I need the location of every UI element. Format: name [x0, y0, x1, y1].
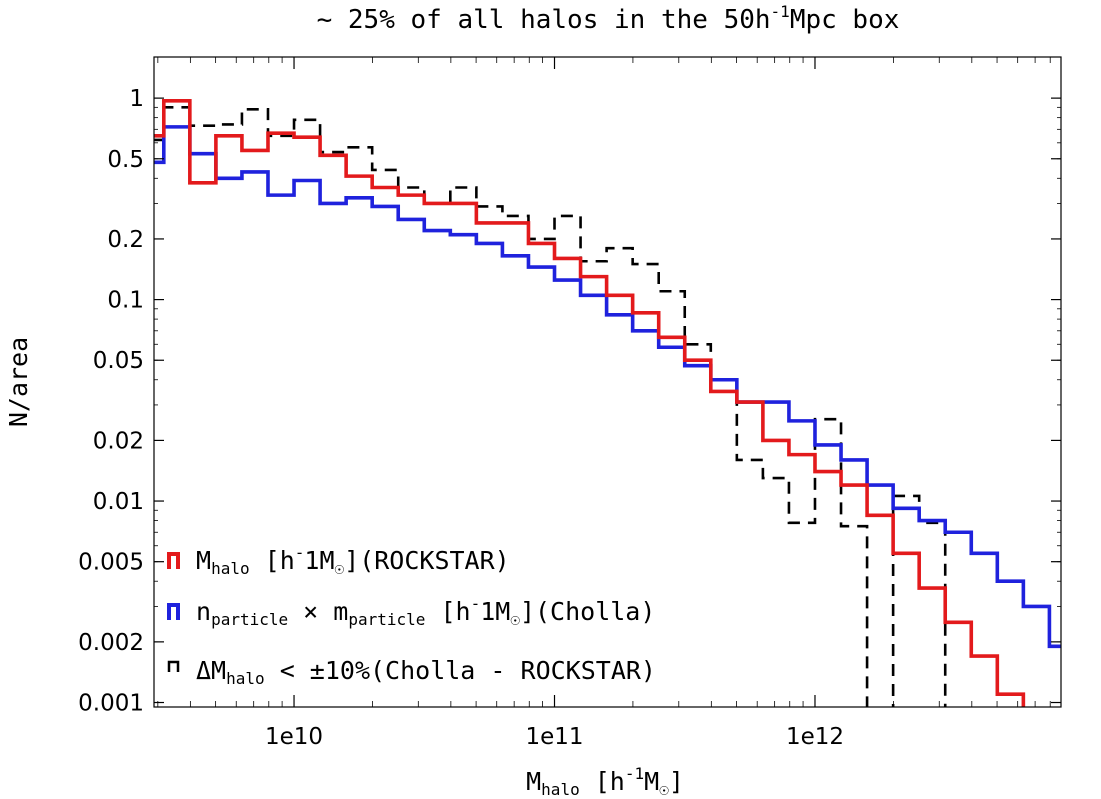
legend-rockstar-rest: [h — [250, 546, 295, 575]
plot-frame — [153, 56, 1062, 708]
legend-cholla-sup: - — [471, 594, 481, 613]
svg-text:Mhalo [h-1M☉](ROCKSTAR): Mhalo [h-1M☉](ROCKSTAR) — [196, 543, 510, 578]
y-tick-label-7: 0.005 — [78, 550, 144, 576]
legend-entry-cholla: nparticle × mparticle [h-1M☉](Cholla) — [167, 594, 655, 629]
legend-rockstar-sub: halo — [211, 559, 250, 578]
y-tick-label-1: 0.5 — [107, 147, 144, 173]
y-tick-label-5: 0.02 — [93, 428, 144, 454]
x-tick-label-1: 1e11 — [525, 724, 583, 750]
legend-swatch-delta — [167, 660, 180, 672]
x-axis-label-unit: M — [644, 767, 659, 796]
legend: Mhalo [h-1M☉](ROCKSTAR) nparticle × mpar… — [167, 543, 656, 688]
y-tick-label-4: 0.05 — [93, 348, 144, 374]
x-tick-label-2: 1e12 — [786, 724, 844, 750]
legend-cholla-rest2: [h — [425, 597, 470, 626]
y-tick-label-2: 0.2 — [107, 227, 144, 253]
legend-swatch-rockstar — [167, 552, 180, 569]
legend-rockstar-unit-sub: ☉ — [335, 559, 345, 578]
y-tick-label-8: 0.002 — [78, 630, 144, 656]
y-tick-label-6: 0.01 — [93, 489, 144, 515]
svg-text:ΔMhalo < ±10%(Cholla - ROCKSTA: ΔMhalo < ±10%(Cholla - ROCKSTAR) — [196, 656, 656, 688]
x-axis-label-sub: halo — [541, 780, 580, 799]
x-axis-label: Mhalo [h-1M☉] — [526, 764, 684, 799]
legend-cholla-sub: particle — [211, 610, 288, 629]
x-axis-label-sup: -1 — [625, 764, 644, 783]
series-rockstar — [154, 98, 1026, 707]
chart-title-prefix: ~ 25% of all halos in the 50h — [317, 5, 771, 35]
y-tick-label-3: 0.1 — [107, 288, 144, 314]
x-tick-label-0: 1e10 — [265, 724, 323, 750]
legend-rockstar-sup: - — [295, 543, 305, 562]
svg-text:nparticle × mparticle [h-1M☉](: nparticle × mparticle [h-1M☉](Cholla) — [196, 594, 655, 629]
series-delta — [154, 106, 947, 707]
chart-title-suffix: Mpc box — [790, 5, 900, 35]
chart-title: ~ 25% of all halos in the 50h-1Mpc box — [317, 2, 900, 35]
legend-cholla-rest3: 1M — [480, 597, 510, 626]
series-line-delta — [154, 106, 947, 707]
series-line-rockstar — [154, 98, 1026, 707]
chart-title-sup: -1 — [771, 2, 790, 21]
x-axis-label-rest: [h — [580, 767, 625, 796]
x-axis-label-unit-sub: ☉ — [659, 780, 669, 799]
legend-delta-rest: < ±10%(Cholla - ROCKSTAR) — [265, 656, 656, 685]
x-axis-label-close: ] — [669, 767, 684, 796]
x-axis-label-base: M — [526, 767, 541, 796]
legend-cholla-sub2: particle — [348, 610, 425, 629]
tick-layer: 1 0.5 0.2 0.1 0.05 0.02 0.01 0.005 0.002 0.001 1e1… — [78, 57, 1061, 750]
legend-cholla-unit-sub: ☉ — [510, 610, 520, 629]
legend-cholla-rest: × m — [288, 597, 348, 626]
y-tick-label-0: 1 — [129, 86, 144, 112]
legend-delta-sub: halo — [226, 669, 265, 688]
legend-swatch-cholla — [167, 603, 180, 620]
legend-entry-delta: ΔMhalo < ±10%(Cholla - ROCKSTAR) — [167, 656, 656, 688]
legend-cholla-main: n — [196, 597, 211, 626]
legend-delta-main: ΔM — [196, 656, 226, 685]
legend-rockstar-tail: ](ROCKSTAR) — [344, 546, 510, 575]
series-layer — [154, 98, 1061, 707]
legend-rockstar-rest2: 1M — [304, 546, 334, 575]
y-tick-label-9: 0.001 — [78, 691, 144, 717]
y-axis-label: N/area — [4, 337, 33, 427]
legend-entry-rockstar: Mhalo [h-1M☉](ROCKSTAR) — [167, 543, 510, 578]
legend-cholla-tail: ](Cholla) — [520, 597, 655, 626]
legend-rockstar-main: M — [196, 546, 211, 575]
